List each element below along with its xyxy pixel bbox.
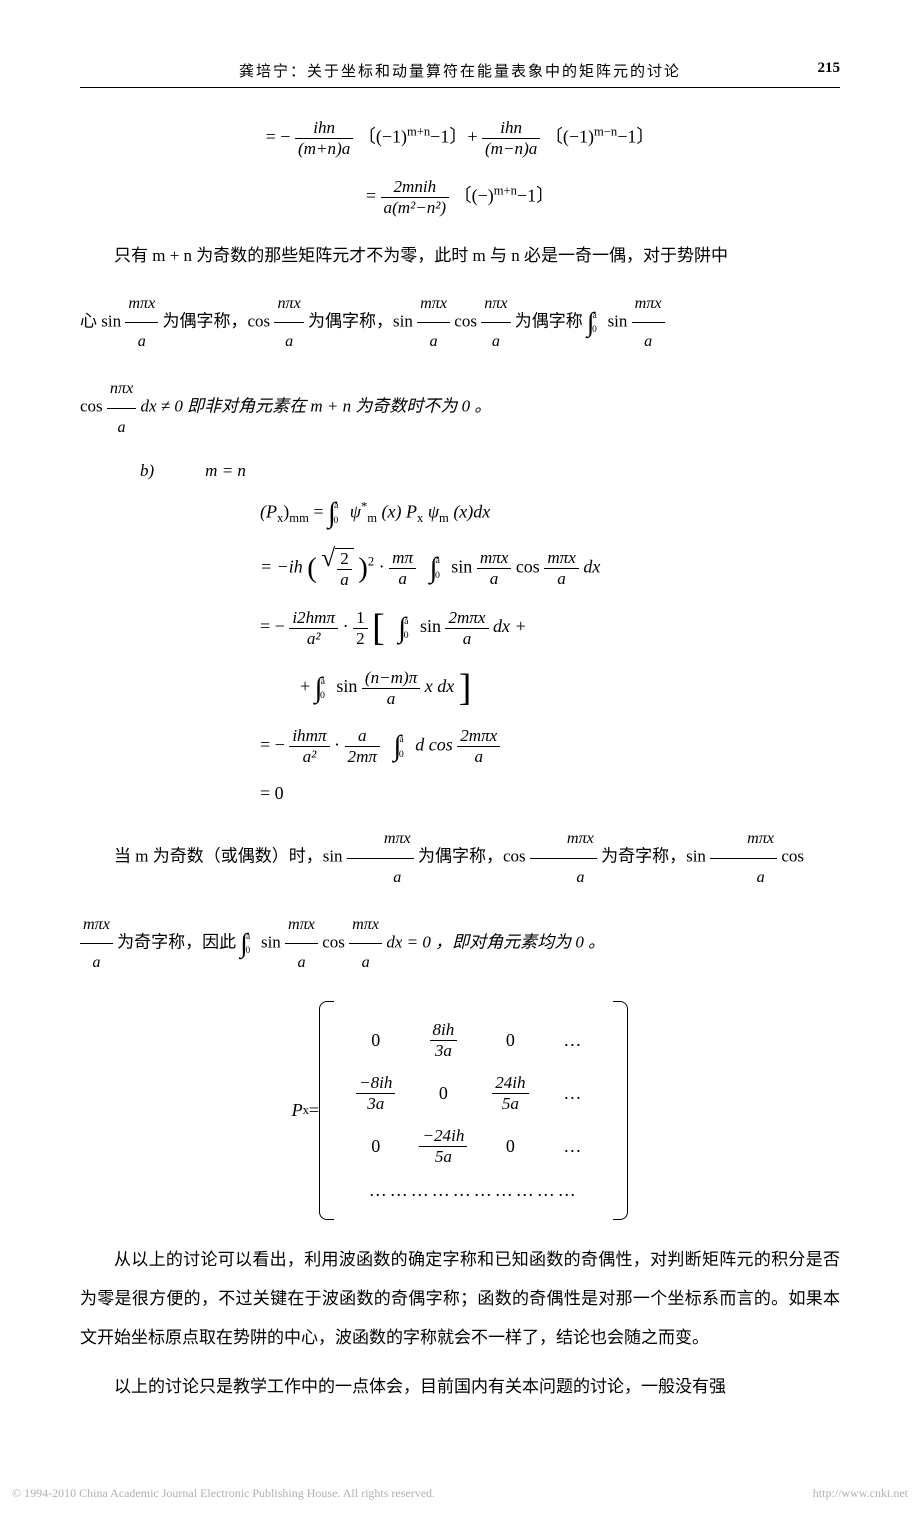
deriv-line-2: = −ih ( √2a )2 · mπa ∫a0 sin mπxa cos mπ… bbox=[260, 546, 840, 591]
derivation-block-b: (Px)mm = ∫a0 ψ*m (x) Px ψm (x)dx = −ih (… bbox=[260, 497, 840, 805]
matrix-cell: … bbox=[552, 1072, 592, 1115]
matrix-cell: 0 bbox=[490, 1125, 530, 1168]
matrix-cell: −24ih5a bbox=[418, 1125, 468, 1168]
matrix-cell: 24ih5a bbox=[490, 1072, 530, 1115]
running-header: 龚培宁：关于坐标和动量算符在能量表象中的矩阵元的讨论 215 bbox=[80, 60, 840, 88]
copyright-text: © 1994-2010 China Academic Journal Elect… bbox=[12, 1486, 435, 1501]
deriv-line-6: = 0 bbox=[260, 783, 840, 804]
matrix-cell: 0 bbox=[355, 1125, 396, 1168]
matrix-cell: 0 bbox=[490, 1019, 530, 1062]
matrix-cell: 0 bbox=[418, 1072, 468, 1115]
case-b-label: b) m = n bbox=[140, 456, 840, 481]
deriv-line-1: (Px)mm = ∫a0 ψ*m (x) Px ψm (x)dx bbox=[260, 497, 840, 530]
eq1-line2: = 2mniha(m²−n²) 〔(−)m+n−1〕 bbox=[80, 177, 840, 218]
matrix-cell: … bbox=[552, 1019, 592, 1062]
deriv-line-3: = − i2hmπa² · 12 [ ∫a0 sin 2mπxa dx + bbox=[260, 606, 840, 650]
paragraph-2b: mπxa 为奇字称，因此 ∫a0 sin mπxa cos mπxa dx = … bbox=[80, 906, 840, 981]
matrix-cell: 8ih3a bbox=[418, 1019, 468, 1062]
deriv-line-5: = − ihmπa² · a2mπ ∫a0 d cos 2mπxa bbox=[260, 726, 840, 767]
matrix-cell: −8ih3a bbox=[355, 1072, 396, 1115]
footer-url: http://www.cnki.net bbox=[813, 1486, 908, 1501]
matrix-equation: Px = 08ih3a0…−8ih3a024ih5a…0−24ih5a0…………… bbox=[80, 1001, 840, 1220]
equation-block-1: = − ihn(m+n)a 〔(−1)m+n−1〕+ ihn(m−n)a 〔(−… bbox=[80, 118, 840, 218]
sqrt-icon: √2a bbox=[321, 546, 353, 591]
paragraph-1: 只有 m + n 为奇数的那些矩阵元才不为零，此时 m 与 n 必是一奇一偶，对… bbox=[80, 236, 840, 275]
paragraph-1c: cos nπxa dx ≠ 0 即非对角元素在 m + n 为奇数时不为 0 。 bbox=[80, 370, 840, 445]
running-title: 龚培宁：关于坐标和动量算符在能量表象中的矩阵元的讨论 bbox=[239, 64, 681, 80]
paragraph-4: 以上的讨论只是教学工作中的一点体会，目前国内有关本问题的讨论，一般没有强 bbox=[80, 1367, 840, 1406]
paragraph-2: 当 m 为奇数（或偶数）时，sin mπxa 为偶字称，cos mπxa 为奇字… bbox=[80, 820, 840, 895]
matrix-cell: 0 bbox=[355, 1019, 396, 1062]
paragraph-1b: 心 sin mπxa 为偶字称，cos nπxa 为偶字称，sin mπxa c… bbox=[80, 285, 840, 360]
page-footer: © 1994-2010 China Academic Journal Elect… bbox=[0, 1456, 920, 1513]
paragraph-3: 从以上的讨论可以看出，利用波函数的确定字称和已知函数的奇偶性，对判断矩阵元的积分… bbox=[80, 1240, 840, 1357]
eq1-line1: = − ihn(m+n)a 〔(−1)m+n−1〕+ ihn(m−n)a 〔(−… bbox=[80, 118, 840, 159]
matrix-cell: … bbox=[552, 1125, 592, 1168]
matrix-body: 08ih3a0…−8ih3a024ih5a…0−24ih5a0………………………… bbox=[319, 1001, 628, 1220]
matrix-dots: ………………………… bbox=[355, 1178, 592, 1202]
journal-page: 龚培宁：关于坐标和动量算符在能量表象中的矩阵元的讨论 215 = − ihn(m… bbox=[0, 0, 920, 1456]
deriv-line-4: + ∫a0 sin (n−m)πa x dx ] bbox=[260, 666, 840, 710]
page-number: 215 bbox=[818, 60, 841, 77]
